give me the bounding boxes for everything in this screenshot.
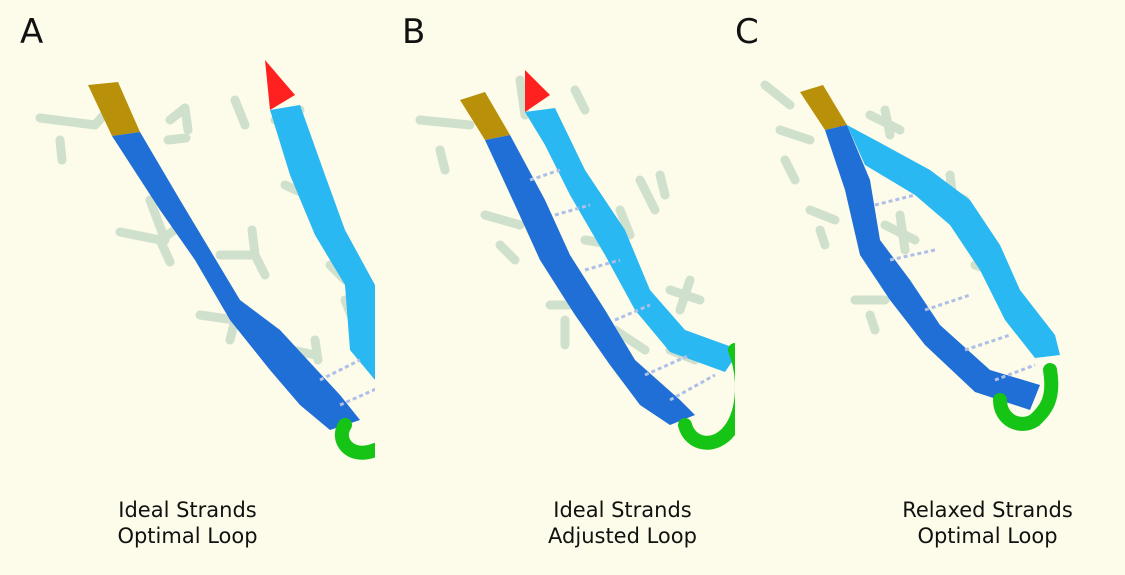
panel-letter: C bbox=[735, 12, 759, 52]
side-chains bbox=[760, 80, 1040, 375]
panel-caption: Ideal Strands Adjusted Loop bbox=[435, 497, 810, 549]
panel-b: B Ideal Strands Adjusted Loop bbox=[360, 0, 735, 575]
panel-a: A Ideal Strands Optimal Loop bbox=[0, 0, 375, 575]
caption-line-1: Ideal Strands bbox=[118, 498, 257, 522]
loop bbox=[678, 343, 735, 450]
loop bbox=[993, 363, 1059, 431]
caption-line-2: Optimal Loop bbox=[117, 524, 258, 548]
panel-letter: B bbox=[402, 12, 426, 52]
caption-line-2: Adjusted Loop bbox=[548, 524, 697, 548]
hydrogen-bonds bbox=[874, 193, 1036, 382]
hydrogen-bonds bbox=[529, 168, 716, 402]
c-terminus bbox=[525, 70, 550, 112]
caption-line-1: Ideal Strands bbox=[553, 498, 692, 522]
n-terminus bbox=[88, 82, 140, 136]
beta-hairpin-structure bbox=[760, 80, 1060, 431]
strand-one bbox=[825, 125, 1040, 410]
c-terminus bbox=[265, 60, 295, 110]
beta-hairpin-structure bbox=[35, 60, 375, 460]
panel-caption: Ideal Strands Optimal Loop bbox=[0, 497, 375, 549]
hydrogen-bonds bbox=[319, 358, 375, 407]
n-terminus bbox=[800, 85, 847, 130]
panel-c: C Relaxed Strands Optimal Loop bbox=[735, 0, 1110, 575]
strand-one bbox=[112, 132, 360, 430]
strand-one bbox=[485, 135, 695, 425]
caption-line-1: Relaxed Strands bbox=[902, 498, 1073, 522]
loop bbox=[334, 418, 375, 460]
n-terminus bbox=[460, 92, 510, 140]
caption-line-2: Optimal Loop bbox=[917, 524, 1058, 548]
strand-two bbox=[847, 125, 1060, 358]
panel-letter: A bbox=[20, 12, 44, 52]
panel-caption: Relaxed Strands Optimal Loop bbox=[800, 497, 1125, 549]
strand-two bbox=[270, 105, 375, 380]
strand-two bbox=[525, 108, 735, 372]
beta-hairpin-structure bbox=[415, 70, 735, 450]
